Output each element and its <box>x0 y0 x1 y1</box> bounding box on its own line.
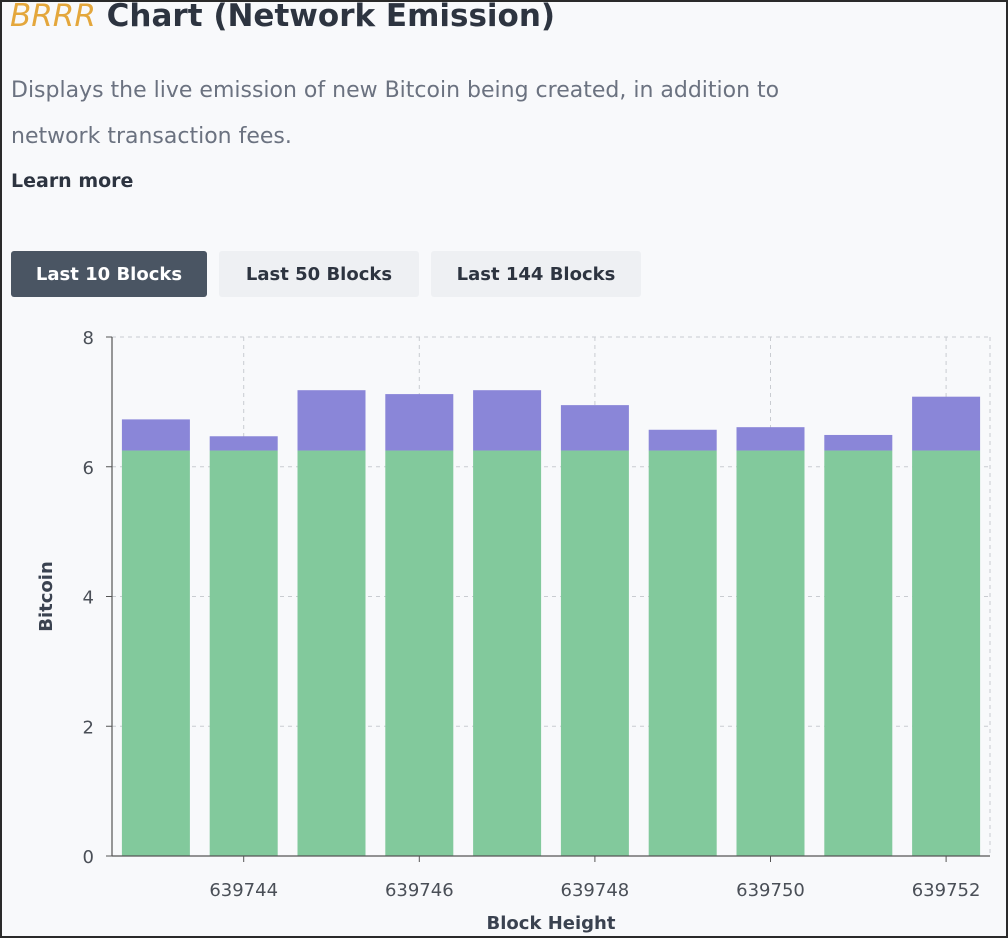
y-axis-title: Bitcoin <box>36 561 57 632</box>
learn-more-link[interactable]: Learn more <box>11 170 134 192</box>
emission-bar <box>297 450 366 856</box>
x-tick-label: 639746 <box>385 880 454 901</box>
x-axis-title: Block Height <box>487 913 616 934</box>
emission-bar <box>648 450 717 856</box>
y-tick-label: 4 <box>83 588 94 609</box>
fee-bar <box>824 434 893 451</box>
y-tick-label: 2 <box>83 717 94 738</box>
page-description: Displays the live emission of new Bitcoi… <box>11 78 780 149</box>
fee-bar <box>297 390 366 451</box>
page-title: BRRR Chart (Network Emission) <box>10 0 555 34</box>
y-tick-label: 6 <box>83 458 94 479</box>
range-tabs: Last 10 Blocks Last 50 Blocks Last 144 B… <box>11 251 641 297</box>
fee-bar <box>648 429 717 451</box>
tab-last-50-blocks[interactable]: Last 50 Blocks <box>219 251 419 297</box>
emission-bar <box>824 450 893 856</box>
x-tick-label: 639752 <box>912 880 981 901</box>
x-tick-label: 639748 <box>561 880 630 901</box>
emission-bar <box>121 450 190 856</box>
emission-bar <box>473 450 542 856</box>
tab-last-144-blocks[interactable]: Last 144 Blocks <box>431 251 641 297</box>
fee-bar <box>385 394 454 451</box>
y-tick-label: 8 <box>83 328 94 349</box>
tab-last-10-blocks[interactable]: Last 10 Blocks <box>11 251 207 297</box>
emission-chart: 0 2 4 6 8 639744 639746 639748 639750 639752 Block… <box>36 328 991 934</box>
brand-name: BRRR <box>10 0 96 34</box>
fee-bar <box>912 396 981 451</box>
fee-bar <box>736 427 805 451</box>
fee-bar <box>121 419 190 451</box>
fee-bar <box>209 436 278 451</box>
fee-bar <box>560 405 629 451</box>
emission-bar <box>912 450 981 856</box>
emission-bar <box>209 450 278 856</box>
x-tick-label: 639750 <box>736 880 805 901</box>
emission-bar <box>385 450 454 856</box>
y-tick-label: 0 <box>83 847 94 868</box>
x-tick-label: 639744 <box>209 880 278 901</box>
title-text: Chart (Network Emission) <box>95 0 556 34</box>
fee-bar <box>473 390 542 451</box>
emission-bar <box>560 450 629 856</box>
emission-bar <box>736 450 805 856</box>
